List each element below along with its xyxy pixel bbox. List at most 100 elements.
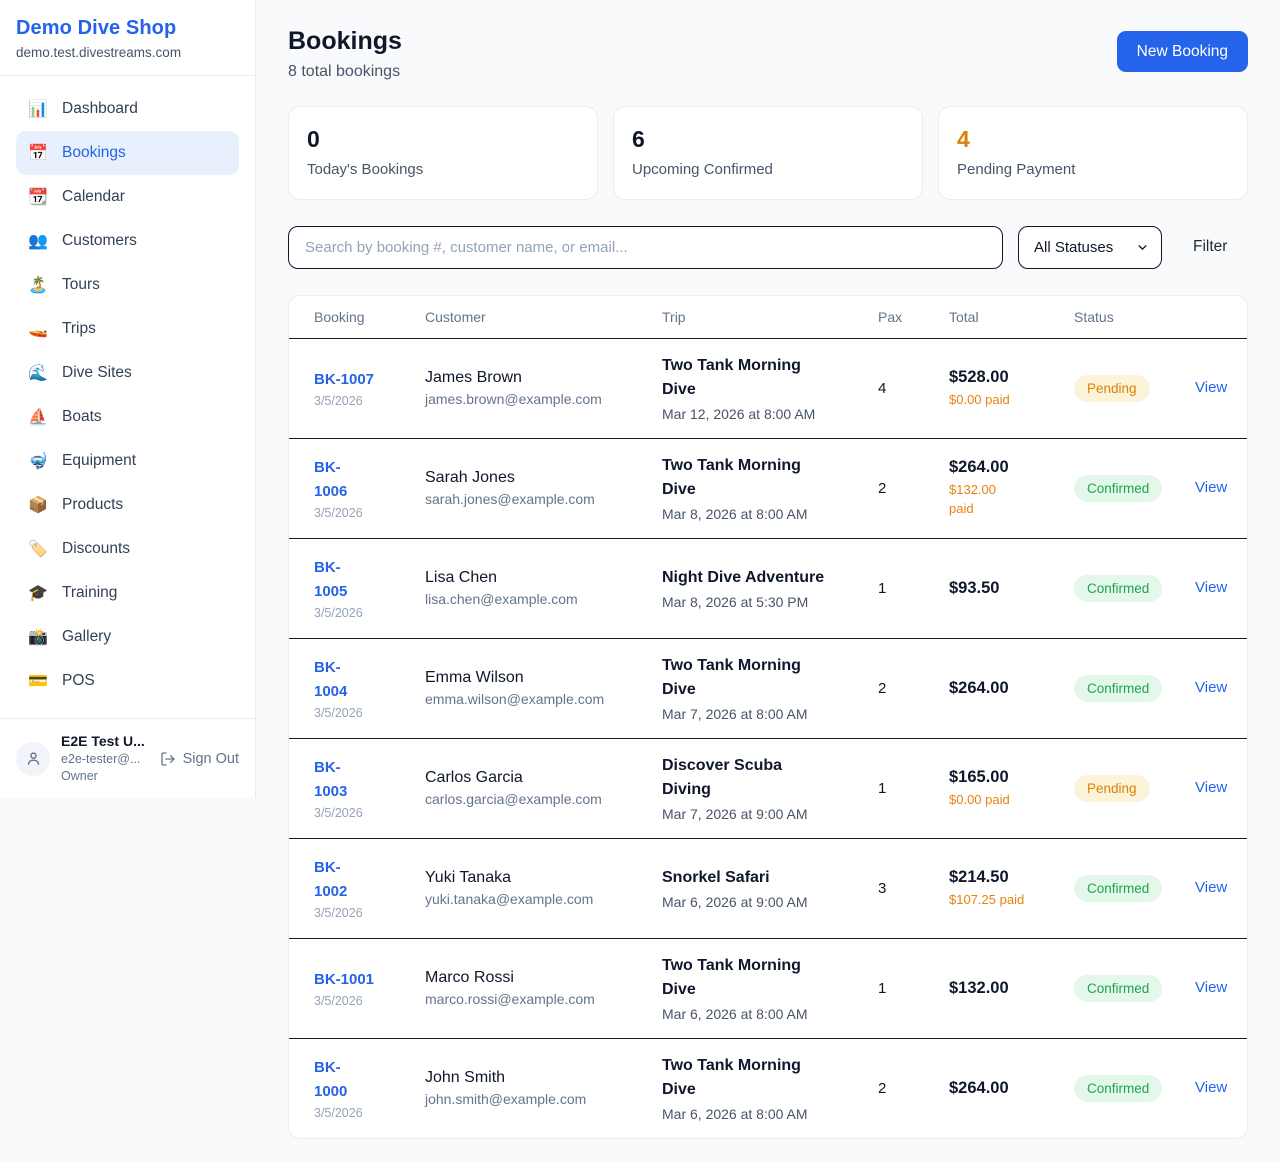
booking-date: 3/5/2026 xyxy=(314,806,363,821)
training-icon: 🎓 xyxy=(28,585,48,602)
trip-name: Two Tank Morning Dive xyxy=(662,1057,801,1099)
booking-id-link[interactable]: BK- 1003 xyxy=(314,759,348,801)
stat-card: 0 Today's Bookings xyxy=(288,106,598,200)
status-badge: Confirmed xyxy=(1074,874,1163,902)
sidebar-item-boats[interactable]: ⛵ Boats xyxy=(28,408,102,426)
trip-name: Two Tank Morning Dive xyxy=(662,457,801,499)
paid-amount: $107.25 paid xyxy=(949,891,1025,907)
customer-email: james.brown@example.com xyxy=(425,391,602,408)
gallery-icon: 📸 xyxy=(28,629,48,646)
pos-icon: 💳 xyxy=(28,673,48,690)
booking-date: 3/5/2026 xyxy=(314,394,363,409)
pax-count: 3 xyxy=(878,879,887,897)
search-input[interactable] xyxy=(288,225,1003,269)
booking-id-link[interactable]: BK- 1000 xyxy=(314,1059,348,1101)
sidebar-item-tours[interactable]: 🏝️ Tours xyxy=(28,276,100,294)
brand: Demo Dive Shop demo.test.divestreams.com xyxy=(0,0,255,76)
trip-datetime: Mar 7, 2026 at 9:00 AM xyxy=(662,806,808,823)
sign-out-icon xyxy=(160,751,176,767)
col-booking: Booking xyxy=(314,308,365,325)
trip-datetime: Mar 8, 2026 at 5:30 PM xyxy=(662,594,809,611)
booking-id-link[interactable]: BK- 1006 xyxy=(314,459,348,501)
pax-count: 2 xyxy=(878,1079,887,1097)
page-header: Bookings 8 total bookings New Booking xyxy=(288,27,1248,81)
table-row: BK-1007 3/5/2026 James Brown james.brown… xyxy=(289,337,1247,438)
trip-name: Two Tank Morning Dive xyxy=(662,357,801,399)
user-role: Owner xyxy=(61,769,98,784)
booking-id-link[interactable]: BK-1007 xyxy=(314,371,375,389)
trip-name: Discover Scuba Diving xyxy=(662,757,783,799)
status-badge: Confirmed xyxy=(1074,1074,1163,1102)
customer-email: lisa.chen@example.com xyxy=(425,591,578,608)
stat-card: 6 Upcoming Confirmed xyxy=(613,106,923,200)
customer-email: john.smith@example.com xyxy=(425,1091,587,1108)
calendar-icon: 📆 xyxy=(28,189,48,206)
total-amount: $264.00 xyxy=(949,458,1009,477)
status-badge: Pending xyxy=(1074,374,1150,402)
booking-date: 3/5/2026 xyxy=(314,506,363,521)
total-amount: $214.50 xyxy=(949,867,1009,886)
trip-datetime: Mar 12, 2026 at 8:00 AM xyxy=(662,406,816,423)
trip-name: Snorkel Safari xyxy=(662,869,770,887)
status-filter-select[interactable]: All Statuses xyxy=(1018,225,1162,269)
sidebar-item-customers[interactable]: 👥 Customers xyxy=(28,232,137,250)
sidebar-item-discounts[interactable]: 🏷️ Discounts xyxy=(28,540,131,558)
view-link[interactable]: View xyxy=(1195,379,1228,397)
bookings-count: 8 total bookings xyxy=(288,63,401,80)
customer-name: John Smith xyxy=(425,1069,506,1087)
col-status: Status xyxy=(1074,308,1114,325)
sidebar-item-pos[interactable]: 💳 POS xyxy=(28,672,95,690)
booking-id-link[interactable]: BK- 1005 xyxy=(314,559,348,601)
sidebar-item-products[interactable]: 📦 Products xyxy=(28,496,124,514)
stat-value: 0 xyxy=(307,126,320,152)
sign-out-button[interactable]: Sign Out xyxy=(160,751,239,767)
pax-count: 1 xyxy=(878,979,887,997)
col-total: Total xyxy=(949,308,979,325)
view-link[interactable]: View xyxy=(1195,1079,1228,1097)
total-amount: $264.00 xyxy=(949,678,1009,697)
user-info: E2E Test U... e2e-tester@... Owner xyxy=(61,732,145,785)
booking-id-link[interactable]: BK- 1004 xyxy=(314,659,348,701)
status-badge: Confirmed xyxy=(1074,474,1163,502)
new-booking-button[interactable]: New Booking xyxy=(1116,31,1248,72)
customer-name: Yuki Tanaka xyxy=(425,869,511,887)
view-link[interactable]: View xyxy=(1195,479,1228,497)
booking-date: 3/5/2026 xyxy=(314,606,363,621)
paid-amount: $132.00 paid xyxy=(949,482,996,516)
pax-count: 2 xyxy=(878,479,887,497)
pax-count: 2 xyxy=(878,679,887,697)
sidebar-nav: 📊 Dashboard 📅 Bookings 📆 Calendar 👥 Cust… xyxy=(0,76,255,714)
tours-icon: 🏝️ xyxy=(28,277,48,294)
view-link[interactable]: View xyxy=(1195,779,1228,797)
filter-button[interactable]: Filter xyxy=(1193,238,1228,256)
view-link[interactable]: View xyxy=(1195,879,1228,897)
total-amount: $264.00 xyxy=(949,1078,1009,1097)
view-link[interactable]: View xyxy=(1195,579,1228,597)
pax-count: 1 xyxy=(878,779,887,797)
user-footer: E2E Test U... e2e-tester@... Owner Sign … xyxy=(0,718,255,798)
customer-email: carlos.garcia@example.com xyxy=(425,791,602,808)
sidebar-item-calendar[interactable]: 📆 Calendar xyxy=(28,188,125,206)
view-link[interactable]: View xyxy=(1195,679,1228,697)
stats-cards: 0 Today's Bookings 6 Upcoming Confirmed … xyxy=(288,106,1248,200)
sidebar-item-equipment[interactable]: 🤿 Equipment xyxy=(28,452,137,470)
col-trip: Trip xyxy=(662,308,686,325)
trips-icon: 🚤 xyxy=(28,321,48,338)
sidebar-item-trips[interactable]: 🚤 Trips xyxy=(28,320,96,338)
boats-icon: ⛵ xyxy=(28,409,48,426)
sidebar-item-training[interactable]: 🎓 Training xyxy=(28,584,118,602)
stat-label: Today's Bookings xyxy=(307,160,424,178)
discounts-icon: 🏷️ xyxy=(28,541,48,558)
sidebar-item-gallery[interactable]: 📸 Gallery xyxy=(28,628,112,646)
sidebar-item-dashboard[interactable]: 📊 Dashboard xyxy=(28,100,138,118)
user-icon xyxy=(25,750,42,767)
sidebar-item-bookings[interactable]: 📅 Bookings xyxy=(16,131,239,175)
booking-id-link[interactable]: BK- 1002 xyxy=(314,859,348,901)
customer-email: emma.wilson@example.com xyxy=(425,691,605,708)
view-link[interactable]: View xyxy=(1195,979,1228,997)
booking-id-link[interactable]: BK-1001 xyxy=(314,971,375,989)
dashboard-icon: 📊 xyxy=(28,101,48,118)
trip-name: Two Tank Morning Dive xyxy=(662,957,801,999)
sidebar-item-dive-sites[interactable]: 🌊 Dive Sites xyxy=(28,364,132,382)
sidebar: Demo Dive Shop demo.test.divestreams.com… xyxy=(0,0,256,798)
